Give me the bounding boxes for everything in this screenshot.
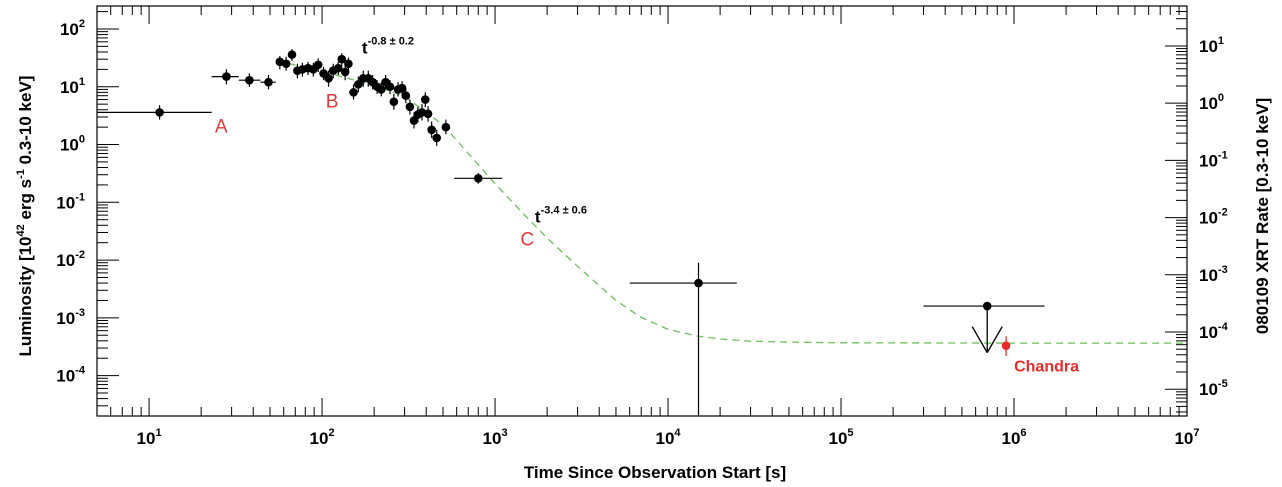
marker: [287, 50, 297, 59]
slope-label: t-3.4 ± 0.6: [535, 204, 587, 226]
x-tick-label: 103: [483, 427, 508, 448]
x-tick-label: 105: [829, 427, 854, 448]
slope-label: t-0.8 ± 0.2: [362, 35, 414, 57]
data-point: [281, 56, 291, 71]
chandra-point: Chandra: [1001, 336, 1079, 376]
data-point: [340, 64, 350, 81]
data-point: [333, 61, 343, 75]
marker: [385, 82, 395, 92]
marker: [349, 88, 358, 97]
data-point: [420, 92, 430, 108]
y-tick-label: 10-2: [56, 249, 85, 270]
y2-tick-label: 10-2: [1199, 207, 1228, 228]
data-point: [401, 88, 411, 104]
y2-tick-label: 100: [1199, 92, 1224, 113]
data-point: [432, 129, 442, 146]
marker: [389, 97, 399, 107]
y-tick-label: 102: [60, 18, 85, 39]
marker: [427, 125, 436, 135]
data-point: [405, 99, 415, 115]
data-point: [454, 173, 503, 184]
data-point: [923, 301, 1045, 311]
x-axis-label: Time Since Observation Start [s]: [524, 463, 786, 482]
marker: [432, 133, 442, 143]
marker: [344, 59, 353, 69]
y-tick-label: 10-3: [56, 307, 85, 328]
data-point: [423, 106, 433, 122]
data-point: [385, 80, 395, 94]
marker: [155, 108, 164, 117]
marker: [473, 174, 483, 183]
data-point: [97, 105, 212, 120]
data-point: [313, 58, 323, 73]
marker: [333, 63, 343, 73]
y2-tick-label: 10-3: [1199, 264, 1228, 285]
marker: [245, 75, 254, 85]
marker: [441, 122, 451, 132]
region-label-b: B: [326, 91, 339, 112]
y-tick-label: 10-4: [56, 365, 86, 386]
marker: [376, 85, 386, 94]
data-point: [287, 49, 297, 61]
y-tick-label: 101: [60, 76, 85, 97]
upper-limit-head-right: [986, 326, 1003, 353]
chandra-label: Chandra: [1014, 359, 1079, 376]
marker: [264, 77, 273, 87]
data-point: [344, 57, 353, 71]
y2-axis-label: 080109 XRT Rate [0.3-10 keV]: [1253, 98, 1272, 334]
data-point: [354, 76, 363, 93]
marker: [694, 278, 703, 288]
region-label-c: C: [520, 229, 534, 250]
x-tick-label: 101: [137, 427, 162, 448]
data-point: [349, 84, 358, 100]
data-point: [376, 82, 386, 97]
marker: [340, 67, 350, 77]
data-point: [389, 93, 399, 110]
fit-curve-group: [276, 60, 1187, 344]
axes: 101 102 103 104 105 106 107 102 101 100 10-1 10-2 10…: [56, 5, 1229, 448]
upper-limit-arrow: [971, 306, 1003, 353]
marker: [281, 59, 291, 69]
marker: [397, 83, 407, 93]
region-label-a: A: [215, 117, 228, 138]
y-axis-label: Luminosity [1042 erg s-1 0.3-10 keV]: [15, 76, 35, 357]
x-tick-label: 104: [656, 427, 682, 448]
x-tick-label: 106: [1001, 427, 1026, 448]
marker: [423, 109, 433, 119]
x-tick-label: 102: [310, 427, 335, 448]
data-point: [211, 69, 239, 85]
y2-tick-label: 10-5: [1199, 378, 1228, 399]
marker: [405, 102, 415, 112]
y2-tick-label: 10-4: [1199, 321, 1229, 342]
data-point: [427, 121, 436, 138]
annotations-group: A B Ct-0.8 ± 0.2 t-3.4 ± 0.6: [215, 35, 587, 250]
y2-tick-label: 10-1: [1199, 149, 1228, 170]
x-tick-label: 107: [1174, 427, 1199, 448]
data-points-group: Chandra: [97, 49, 1079, 416]
y2-tick-label: 101: [1199, 35, 1224, 56]
marker: [354, 80, 363, 89]
data-point: [441, 119, 451, 135]
data-point: [397, 81, 407, 96]
chandra-marker: [1001, 341, 1011, 350]
data-point: [629, 262, 737, 416]
marker: [222, 72, 231, 81]
upper-limit-head-left: [971, 326, 988, 353]
y-tick-label: 100: [60, 134, 85, 155]
data-point: [260, 74, 276, 90]
data-point: [324, 70, 333, 87]
fit-curve: [276, 60, 1187, 344]
marker: [313, 60, 323, 70]
y-tick-label: 10-1: [56, 191, 85, 212]
marker: [401, 91, 411, 101]
plot-frame: [96, 5, 1188, 417]
marker: [337, 54, 347, 64]
marker: [324, 74, 333, 83]
data-point: [337, 53, 347, 66]
data-point: [238, 73, 261, 87]
marker: [420, 95, 430, 104]
